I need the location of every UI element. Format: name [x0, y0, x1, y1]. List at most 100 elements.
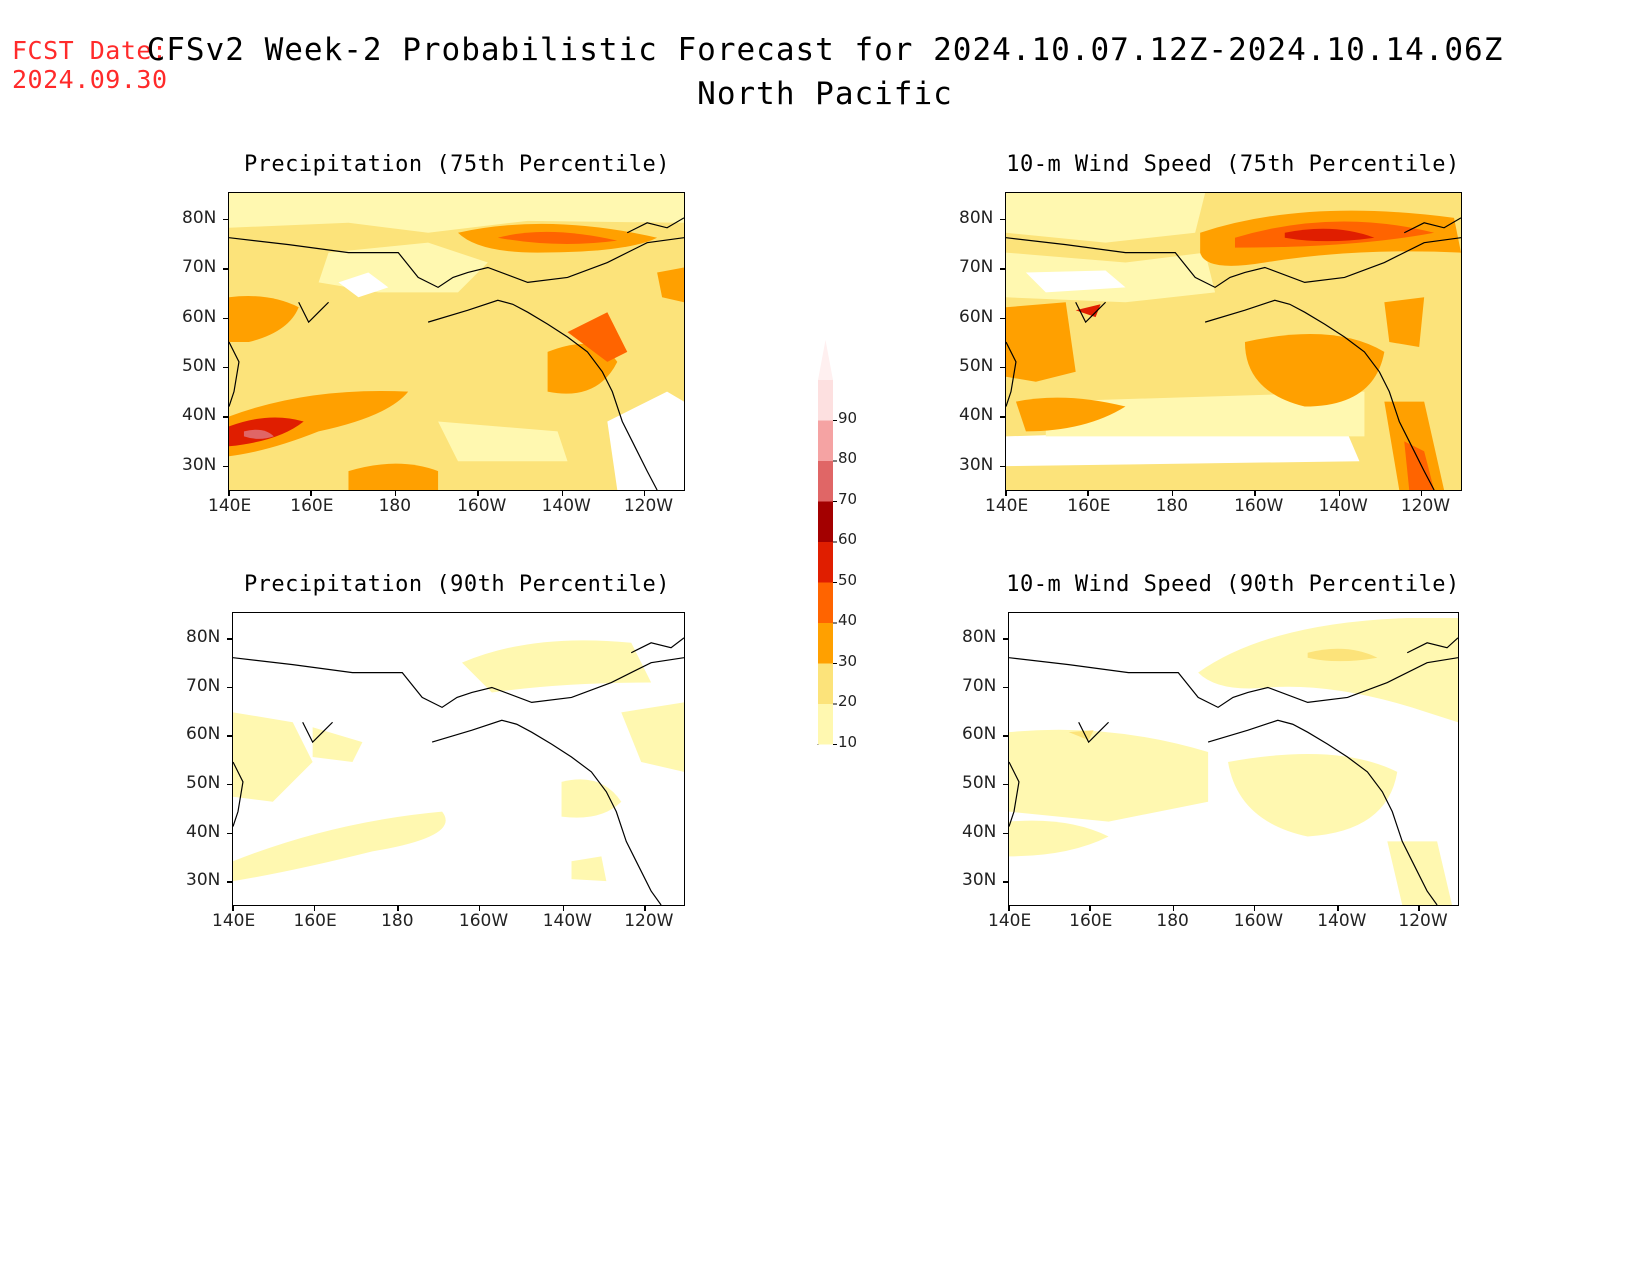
- lon-tick: [1420, 491, 1423, 496]
- lat-label: 50N: [186, 772, 221, 793]
- lon-tick: [1171, 491, 1174, 496]
- lat-label: 30N: [182, 454, 217, 475]
- colorbar-label: 80: [838, 449, 858, 467]
- lon-label: 160W: [1234, 496, 1284, 516]
- lon-label: 180: [378, 496, 412, 516]
- lon-tick: [1337, 906, 1339, 911]
- lat-tick: [1003, 735, 1008, 737]
- lat-label: 80N: [962, 627, 997, 648]
- lon-tick: [228, 491, 230, 496]
- lon-tick: [478, 906, 481, 911]
- lon-tick: [394, 491, 397, 496]
- lon-tick: [1172, 906, 1175, 911]
- lat-tick: [227, 686, 232, 689]
- lon-tick: [232, 906, 234, 911]
- lon-label: 160E: [293, 911, 337, 931]
- lat-tick: [1000, 317, 1005, 320]
- lon-label: 120W: [623, 496, 674, 516]
- colorbar-swatch: [818, 663, 833, 704]
- lon-label: 140E: [988, 911, 1032, 931]
- lat-tick: [227, 881, 232, 883]
- lat-label: 60N: [186, 724, 221, 745]
- lon-label: 160E: [1069, 911, 1113, 931]
- fcst-date-value: 2024.09.30: [12, 65, 168, 94]
- lat-tick: [1003, 881, 1008, 883]
- colorbar-swatch: [818, 623, 833, 664]
- colorbar-swatches: [817, 340, 837, 745]
- lon-label: 120W: [1400, 496, 1451, 516]
- lat-label: 80N: [186, 627, 221, 648]
- colorbar-swatch: [818, 582, 833, 623]
- lon-label: 160E: [1067, 496, 1111, 516]
- lon-label: 140E: [208, 496, 252, 516]
- lat-label: 50N: [962, 772, 997, 793]
- panel-title-wind-75: 10-m Wind Speed (75th Percentile): [1006, 152, 1460, 177]
- lat-tick: [223, 268, 228, 270]
- lon-tick: [1008, 906, 1010, 911]
- colorbar-swatch: [818, 461, 833, 502]
- panel-title-precip-90: Precipitation (90th Percentile): [243, 572, 671, 597]
- colorbar-label: 30: [838, 651, 858, 670]
- lon-tick: [643, 491, 646, 496]
- colorbar-label: 20: [838, 692, 858, 710]
- lat-tick: [1000, 268, 1005, 270]
- colorbar-swatch: [818, 420, 833, 461]
- lon-label: 180: [1155, 496, 1189, 516]
- lon-tick: [1089, 906, 1091, 911]
- map-precip-75: [228, 192, 685, 491]
- lon-tick: [1005, 491, 1007, 496]
- lon-tick: [1254, 491, 1256, 496]
- colorbar-label: 50: [838, 570, 858, 589]
- lat-tick: [223, 317, 228, 320]
- lat-label: 70N: [186, 675, 221, 696]
- colorbar-swatch: [818, 380, 833, 421]
- lon-label: 160W: [458, 911, 509, 931]
- main-title: CFSv2 Week-2 Probabilistic Forecast for …: [146, 32, 1504, 68]
- lat-label: 70N: [959, 257, 994, 278]
- region-subtitle: North Pacific: [697, 76, 953, 112]
- lon-label: 140E: [985, 496, 1029, 516]
- lat-label: 30N: [186, 870, 221, 890]
- lat-label: 40N: [959, 405, 994, 426]
- lat-tick: [227, 783, 232, 786]
- lat-label: 80N: [182, 207, 217, 228]
- lat-label: 30N: [959, 454, 994, 475]
- lon-label: 180: [1156, 911, 1189, 931]
- lat-tick: [1003, 832, 1008, 834]
- lon-tick: [644, 906, 646, 911]
- lat-tick: [1000, 465, 1005, 468]
- panel-title-wind-90: 10-m Wind Speed (90th Percentile): [1006, 572, 1460, 597]
- lon-tick: [313, 906, 316, 911]
- lat-tick: [1000, 218, 1005, 221]
- lon-label: 140E: [212, 911, 256, 931]
- colorbar-label: 70: [838, 489, 858, 508]
- lat-label: 60N: [182, 306, 217, 327]
- lat-label: 70N: [962, 675, 997, 696]
- forecast-date-label: FCST Date: 2024.09.30: [12, 36, 168, 94]
- lat-label: 80N: [959, 207, 994, 228]
- lon-tick: [397, 906, 399, 911]
- lat-tick: [223, 366, 228, 369]
- colorbar-label: 40: [838, 611, 858, 629]
- lat-label: 40N: [186, 821, 221, 842]
- lat-tick: [1003, 638, 1008, 640]
- map-wind-75: [1005, 192, 1462, 491]
- lat-tick: [1003, 783, 1008, 786]
- colorbar-label: 90: [838, 408, 858, 427]
- lon-tick: [1338, 491, 1341, 496]
- colorbar-bottom-curve: [817, 744, 819, 745]
- lon-label: 140W: [542, 911, 592, 931]
- colorbar-swatch: [818, 542, 833, 583]
- lon-label: 120W: [1398, 911, 1448, 931]
- lon-tick: [477, 491, 479, 496]
- lat-tick: [223, 218, 228, 221]
- lat-label: 60N: [962, 724, 997, 745]
- colorbar-label: 10: [838, 732, 858, 751]
- map-precip-90: [232, 612, 685, 906]
- lon-label: 140W: [541, 496, 591, 516]
- lon-label: 140W: [1317, 911, 1367, 931]
- lat-tick: [223, 416, 228, 418]
- lat-label: 40N: [182, 405, 217, 426]
- lat-tick: [1000, 366, 1005, 369]
- lon-tick: [562, 906, 565, 911]
